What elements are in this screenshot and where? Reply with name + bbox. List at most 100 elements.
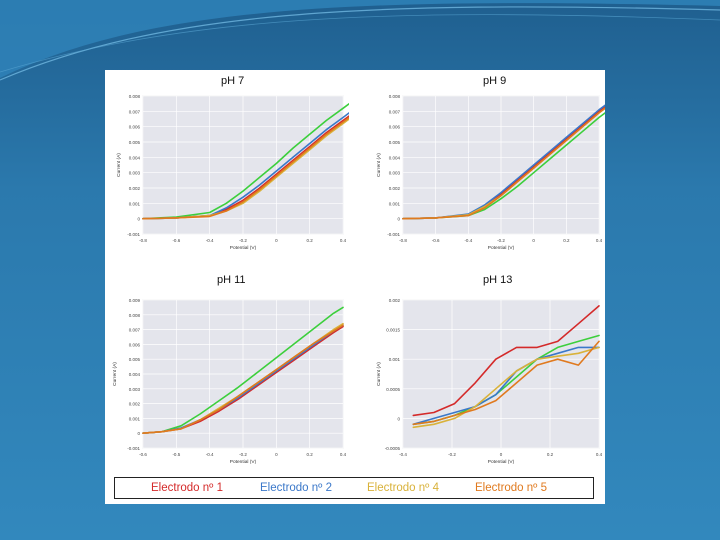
y-tick-label: 0.003 [389, 171, 401, 176]
y-tick-label: 0.005 [129, 140, 141, 145]
x-tick-label: -0.2 [239, 238, 247, 243]
y-tick-label: -0.001 [387, 232, 400, 237]
y-tick-label: 0.002 [389, 298, 401, 303]
x-tick-label: 0.4 [340, 452, 347, 457]
chart-ph13-svg: 0.002 0.0015 0.001 0.0005 0 -0.0005-0.4 -0.2 0 0… [376, 298, 603, 465]
x-tick-label: 0.2 [563, 238, 570, 243]
series-line-electrodo-n-5 [402, 107, 605, 220]
y-axis-label: Current (A) [376, 153, 382, 177]
x-tick-label: 0 [275, 238, 278, 243]
chart-ph11: 0.009 0.008 0.007 0.006 0.005 0.004 0.003 0.002… [109, 294, 349, 472]
y-tick-label: 0.006 [389, 125, 401, 130]
y-tick-label: 0.005 [129, 357, 141, 362]
legend-item-electrode-4: Electrodo nº 4 [367, 482, 439, 494]
x-tick-label: 0 [500, 452, 503, 457]
x-tick-label: -0.2 [448, 452, 456, 457]
y-tick-label: 0.008 [389, 94, 401, 99]
y-tick-label: 0.007 [129, 109, 141, 114]
decorative-swoosh-line [0, 6, 720, 81]
x-tick-label: 0.4 [596, 238, 603, 243]
y-tick-label: 0.008 [129, 94, 141, 99]
x-tick-label: -0.4 [206, 238, 214, 243]
x-tick-label: -0.4 [399, 452, 407, 457]
y-tick-label: 0.002 [389, 186, 401, 191]
y-axis-label: Current (A) [112, 362, 118, 386]
x-tick-label: -0.4 [464, 238, 472, 243]
y-tick-label: 0.004 [129, 155, 141, 160]
y-tick-label: 0.002 [129, 402, 141, 407]
legend: Electrodo nº 1 Electrodo nº 2 Electrodo … [114, 477, 594, 499]
series-line-electrodo-n-5 [412, 340, 600, 426]
x-tick-label: -0.6 [139, 452, 147, 457]
x-tick-label: 0.2 [307, 238, 314, 243]
chart-ph9-svg: 0.008 0.007 0.006 0.005 0.004 0.003 0.002 0.001… [376, 94, 605, 251]
series-line-electrodo-n-5 [142, 116, 349, 220]
y-tick-label: 0 [397, 217, 400, 222]
y-tick-label: 0.001 [389, 357, 401, 362]
y-tick-label: 0.006 [129, 342, 141, 347]
x-tick-label: -0.4 [206, 452, 214, 457]
y-axis-label: Current (A) [376, 362, 382, 386]
x-tick-label: -0.6 [172, 238, 180, 243]
series-line-electrodo-n-1 [412, 305, 600, 417]
y-tick-label: 0.001 [389, 201, 401, 206]
y-tick-label: -0.001 [127, 232, 140, 237]
y-tick-label: 0.006 [129, 125, 141, 130]
panel-title-ph7: pH 7 [221, 75, 245, 87]
y-tick-label: -0.001 [127, 446, 140, 451]
y-tick-label: 0.004 [389, 155, 401, 160]
x-tick-label: -0.6 [432, 238, 440, 243]
x-tick-label: -0.8 [139, 238, 147, 243]
chart-ph7: 0.008 0.007 0.006 0.005 0.004 0.003 0.002 0.001… [113, 90, 349, 258]
y-tick-label: 0.004 [129, 372, 141, 377]
y-axis-label: Current (A) [116, 153, 122, 177]
x-tick-label: 0.4 [340, 238, 347, 243]
y-tick-label: 0.001 [129, 416, 141, 421]
chart-ph13: 0.002 0.0015 0.001 0.0005 0 -0.0005 -0.4 -0.2 0 0… [373, 294, 605, 472]
y-tick-label: 0.007 [389, 109, 401, 114]
x-tick-label: -0.5 [172, 452, 180, 457]
y-tick-label: 0 [137, 431, 140, 436]
y-tick-label: 0.005 [389, 140, 401, 145]
x-axis-label: Potential (V) [230, 245, 257, 251]
panel-title-ph13: pH 13 [483, 274, 513, 286]
x-axis-label: Potential (V) [488, 245, 515, 251]
x-tick-label: 0.4 [596, 452, 603, 457]
x-tick-label: -0.2 [497, 238, 505, 243]
x-tick-label: 0 [275, 452, 278, 457]
y-tick-label: 0.009 [129, 298, 141, 303]
figure-sheet: pH 7 pH 9 pH 11 pH 13 0.008 0.007 0.006 0.0… [105, 70, 605, 504]
legend-item-electrode-1: Electrodo nº 1 [151, 482, 223, 494]
y-tick-label: 0 [397, 416, 400, 421]
x-tick-label: 0.2 [307, 452, 314, 457]
y-tick-label: 0.001 [129, 201, 141, 206]
series-line-green [142, 102, 349, 220]
y-tick-label: 0.003 [129, 171, 141, 176]
chart-ph11-svg: 0.009 0.008 0.007 0.006 0.005 0.004 0.003 0.002… [112, 298, 347, 465]
x-tick-label: 0 [532, 238, 535, 243]
chart-ph9: 0.008 0.007 0.006 0.005 0.004 0.003 0.002 0.001… [373, 90, 605, 258]
panel-title-ph9: pH 9 [483, 75, 507, 87]
y-tick-label: 0.0015 [386, 328, 400, 333]
y-tick-label: 0.007 [129, 328, 141, 333]
y-tick-label: 0 [137, 217, 140, 222]
legend-item-electrode-2: Electrodo nº 2 [260, 482, 332, 494]
series-line-electrodo-n-2 [412, 346, 600, 426]
x-tick-label: -0.8 [399, 238, 407, 243]
decorative-swoosh-line-2 [0, 14, 720, 73]
series-line-electrodo-n-5 [142, 324, 344, 434]
x-tick-label: 0.2 [547, 452, 554, 457]
legend-item-electrode-5: Electrodo nº 5 [475, 482, 547, 494]
y-tick-label: 0.008 [129, 313, 141, 318]
panel-title-ph11: pH 11 [217, 274, 246, 286]
y-tick-label: 0.002 [129, 186, 141, 191]
x-axis-label: Potential (V) [230, 459, 257, 465]
y-tick-label: -0.0005 [385, 446, 401, 451]
y-tick-label: 0.003 [129, 387, 141, 392]
chart-ph7-svg: 0.008 0.007 0.006 0.005 0.004 0.003 0.002 0.001… [116, 94, 349, 251]
x-axis-label: Potential (V) [488, 459, 515, 465]
y-tick-label: 0.0005 [386, 387, 400, 392]
series-line-electrodo-n-4 [412, 346, 600, 429]
decorative-swoosh [0, 0, 720, 78]
